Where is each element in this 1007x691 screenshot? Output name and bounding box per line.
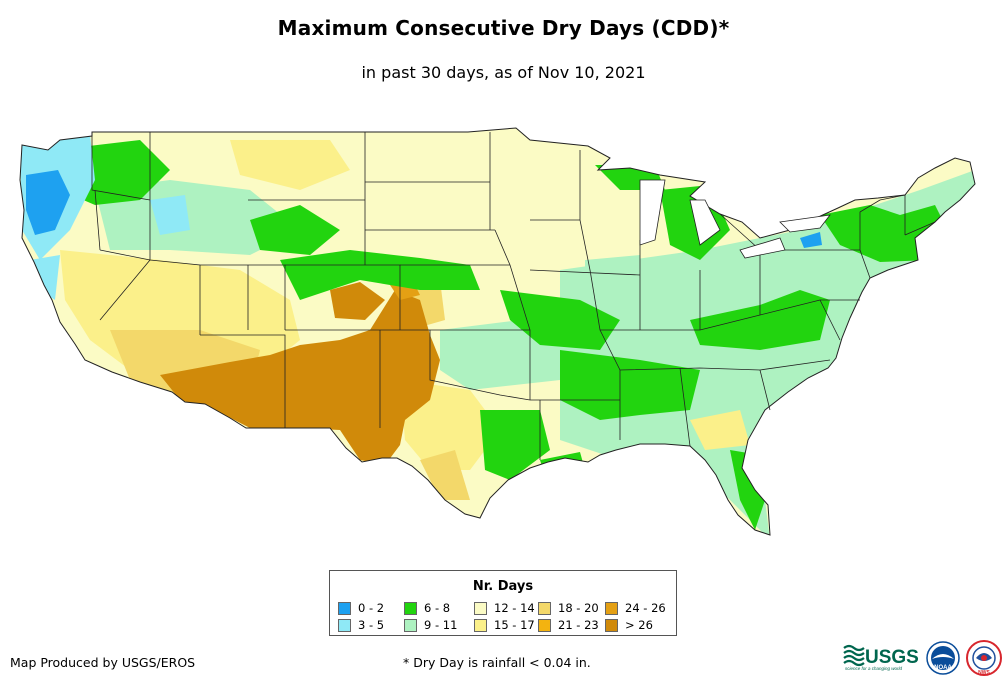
state-borders-east [719,194,936,371]
legend-swatch [474,601,487,615]
legend-swatch [605,601,618,615]
noaa-bird-icon [932,654,954,659]
usgs-wave [843,644,865,652]
legend-item: 15 - 17 [474,618,535,632]
legend-label: > 26 [625,618,653,632]
legend-item: 18 - 20 [538,601,599,615]
legend-label: 18 - 20 [558,601,599,615]
legend-label: 0 - 2 [358,601,385,615]
region-3-5-north-coast [30,255,60,300]
map-subtitle: in past 30 days, as of Nov 10, 2021 [361,63,646,82]
legend-swatch [605,618,618,632]
region-9-11-northwest [95,180,300,255]
legend: Nr. Days 0 - 2 3 - 5 6 - 8 9 - 11 12 - 1… [329,570,677,636]
legend-item: > 26 [605,618,653,632]
noaa-logo: NOAA [926,641,960,675]
dry-day-note: * Dry Day is rainfall < 0.04 in. [403,655,591,670]
legend-swatch [474,618,487,632]
usgs-wave [843,649,865,657]
region-0-2-northeast [800,232,822,248]
map-title: Maximum Consecutive Dry Days (CDD)* [277,16,730,40]
legend-label: 6 - 8 [424,601,451,615]
legend-item: 9 - 11 [404,618,457,632]
region-over-26-colorado [330,282,385,320]
legend-label: 3 - 5 [358,618,385,632]
usgs-wave-icon [843,644,865,667]
noaa-inner-circle [931,646,955,670]
legend-swatch [538,601,551,615]
state-borders-plains [365,132,531,401]
legend-item: 0 - 2 [338,601,384,615]
legend-swatch [404,601,417,615]
usgs-tagline: science for a changing world [845,666,903,671]
region-15-17-georgia [690,410,750,450]
legend-swatch [338,601,351,615]
legend-item: 24 - 26 [605,601,666,615]
legend-item: 6 - 8 [404,601,450,615]
boundaries [19,127,976,536]
region-18-20-south-texas [420,450,470,500]
nws-center-dot [981,655,987,661]
us-outline [19,127,976,536]
legend-label: 9 - 11 [424,618,458,632]
region-3-5-idaho [150,195,190,235]
legend-item: 21 - 23 [538,618,599,632]
region-over-26-southwest [160,290,440,465]
usgs-wave [843,654,865,662]
legend-label: 21 - 23 [558,618,599,632]
legend-label: 24 - 26 [625,601,666,615]
nws-wordmark: NWS [978,670,990,676]
region-6-8-east-texas [480,410,550,480]
great-lakes [639,179,831,259]
nws-logo: NWS [966,640,1002,676]
usgs-logo: USGS science for a changing world [843,644,919,671]
map-credit: Map Produced by USGS/EROS [10,655,196,670]
state-borders-midwest [529,150,771,460]
region-0-2-washington [26,170,70,235]
legend-title: Nr. Days [472,579,534,594]
legend-swatch [338,618,351,632]
region-6-8-ohio-valley [690,290,830,350]
legend-item: 3 - 5 [338,618,384,632]
legend-swatch [538,618,551,632]
noaa-wordmark: NOAA [934,665,952,671]
usgs-wave [843,659,865,667]
region-15-17-montana [230,140,350,190]
legend-swatch [404,618,417,632]
legend-item: 12 - 14 [474,601,535,615]
region-6-8-mississippi [560,350,700,420]
legend-label: 12 - 14 [494,601,535,615]
cdd-map [19,127,976,536]
region-6-8-central-plains [280,250,480,300]
usgs-wordmark: USGS [865,647,919,668]
legend-label: 15 - 17 [494,618,535,632]
region-6-8-rockies [250,205,340,255]
